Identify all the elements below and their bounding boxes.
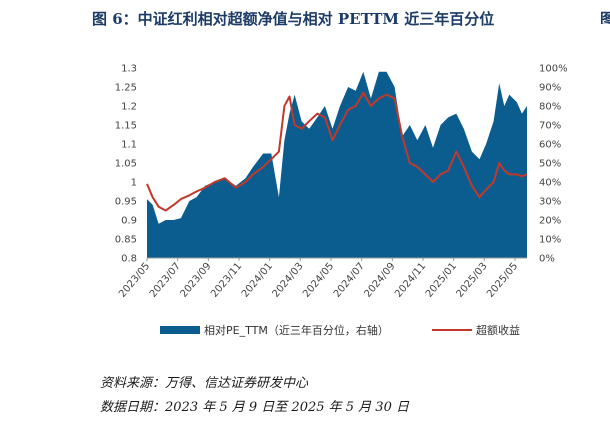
legend-label-excess: 超额收益 (476, 324, 520, 337)
right-axis-tick-label: 80% (539, 102, 561, 113)
x-axis-tick-label: 2023/07 (148, 261, 183, 300)
x-axis-tick-label: 2025/01 (424, 261, 459, 300)
right-axis-tick-label: 0% (539, 254, 555, 265)
date-note: 数据日期：2023 年 5 月 9 日至 2025 年 5 月 30 日 (100, 400, 409, 415)
left-axis-tick-label: 0.85 (115, 235, 137, 246)
x-axis-tick-label: 2025/03 (454, 261, 489, 300)
figure-title: 图 6：中证红利相对超额净值与相对 PETTM 近三年百分位 (92, 10, 495, 28)
chart-svg: 0.8 0.85 0.9 0.95 1 1.05 1.1 1.15 1.2 1.25 1.3 0% 10… (115, 64, 568, 300)
left-axis-tick-label: 0.9 (121, 216, 137, 227)
right-axis-tick-label: 10% (539, 235, 561, 246)
series-line-excess-return (146, 91, 528, 212)
left-axis-tick-label: 0.95 (115, 197, 137, 208)
right-axis-tick-label: 100% (539, 64, 568, 75)
left-axis-tick-label: 1.1 (121, 140, 137, 151)
x-axis-tick-label: 2024/07 (332, 261, 367, 300)
right-axis-tick-label: 20% (539, 216, 561, 227)
right-axis-tick-label: 70% (539, 121, 561, 132)
x-axis-tick-label: 2024/03 (270, 261, 305, 300)
area-layer (147, 71, 527, 258)
right-axis-tick-label: 60% (539, 140, 561, 151)
source-note: 资料来源：万得、信达证券研发中心 (100, 376, 309, 391)
legend-swatch-pe (160, 326, 200, 334)
cropped-right-margin (604, 378, 610, 418)
right-axis-tick-label: 30% (539, 197, 561, 208)
cropped-edge-text: 图 (600, 10, 610, 24)
series-area-pe-percentile (147, 71, 527, 258)
left-axis-tick-label: 1.3 (121, 64, 137, 75)
x-axis-tick-label: 2023/09 (178, 261, 213, 300)
legend-label-pe: 相对PE_TTM（近三年百分位，右轴） (204, 324, 389, 337)
x-axis-tick-label: 2024/05 (301, 261, 336, 300)
chart-legend: 相对PE_TTM（近三年百分位，右轴） 超额收益 (160, 322, 580, 340)
x-axis-tick-label: 2023/05 (117, 261, 152, 300)
left-axis-tick-label: 1.2 (121, 102, 137, 113)
line-layer (146, 91, 528, 212)
legend-swatch-excess (432, 329, 472, 331)
x-axis-tick-label: 2024/09 (362, 261, 397, 300)
left-axis-tick-label: 1.25 (115, 83, 137, 94)
left-axis-tick-label: 1.15 (115, 121, 137, 132)
right-axis-tick-label: 40% (539, 178, 561, 189)
right-axis-tick-label: 90% (539, 83, 561, 94)
left-axis-tick-label: 0.8 (121, 254, 137, 265)
right-axis-tick-label: 50% (539, 159, 561, 170)
x-axis-tick-label: 2024/11 (393, 261, 428, 300)
x-axis-tick-label: 2024/01 (240, 261, 275, 300)
left-axis-tick-label: 1.05 (115, 159, 137, 170)
figure-notes: 资料来源：万得、信达证券研发中心 数据日期：2023 年 5 月 9 日至 20… (100, 372, 409, 420)
left-axis-tick-label: 1 (131, 178, 137, 189)
legend-item-excess: 超额收益 (432, 322, 520, 338)
legend-item-pe: 相对PE_TTM（近三年百分位，右轴） (160, 322, 389, 338)
x-axis-tick-label: 2023/11 (209, 261, 244, 300)
x-axis-tick-label: 2025/05 (485, 261, 520, 300)
